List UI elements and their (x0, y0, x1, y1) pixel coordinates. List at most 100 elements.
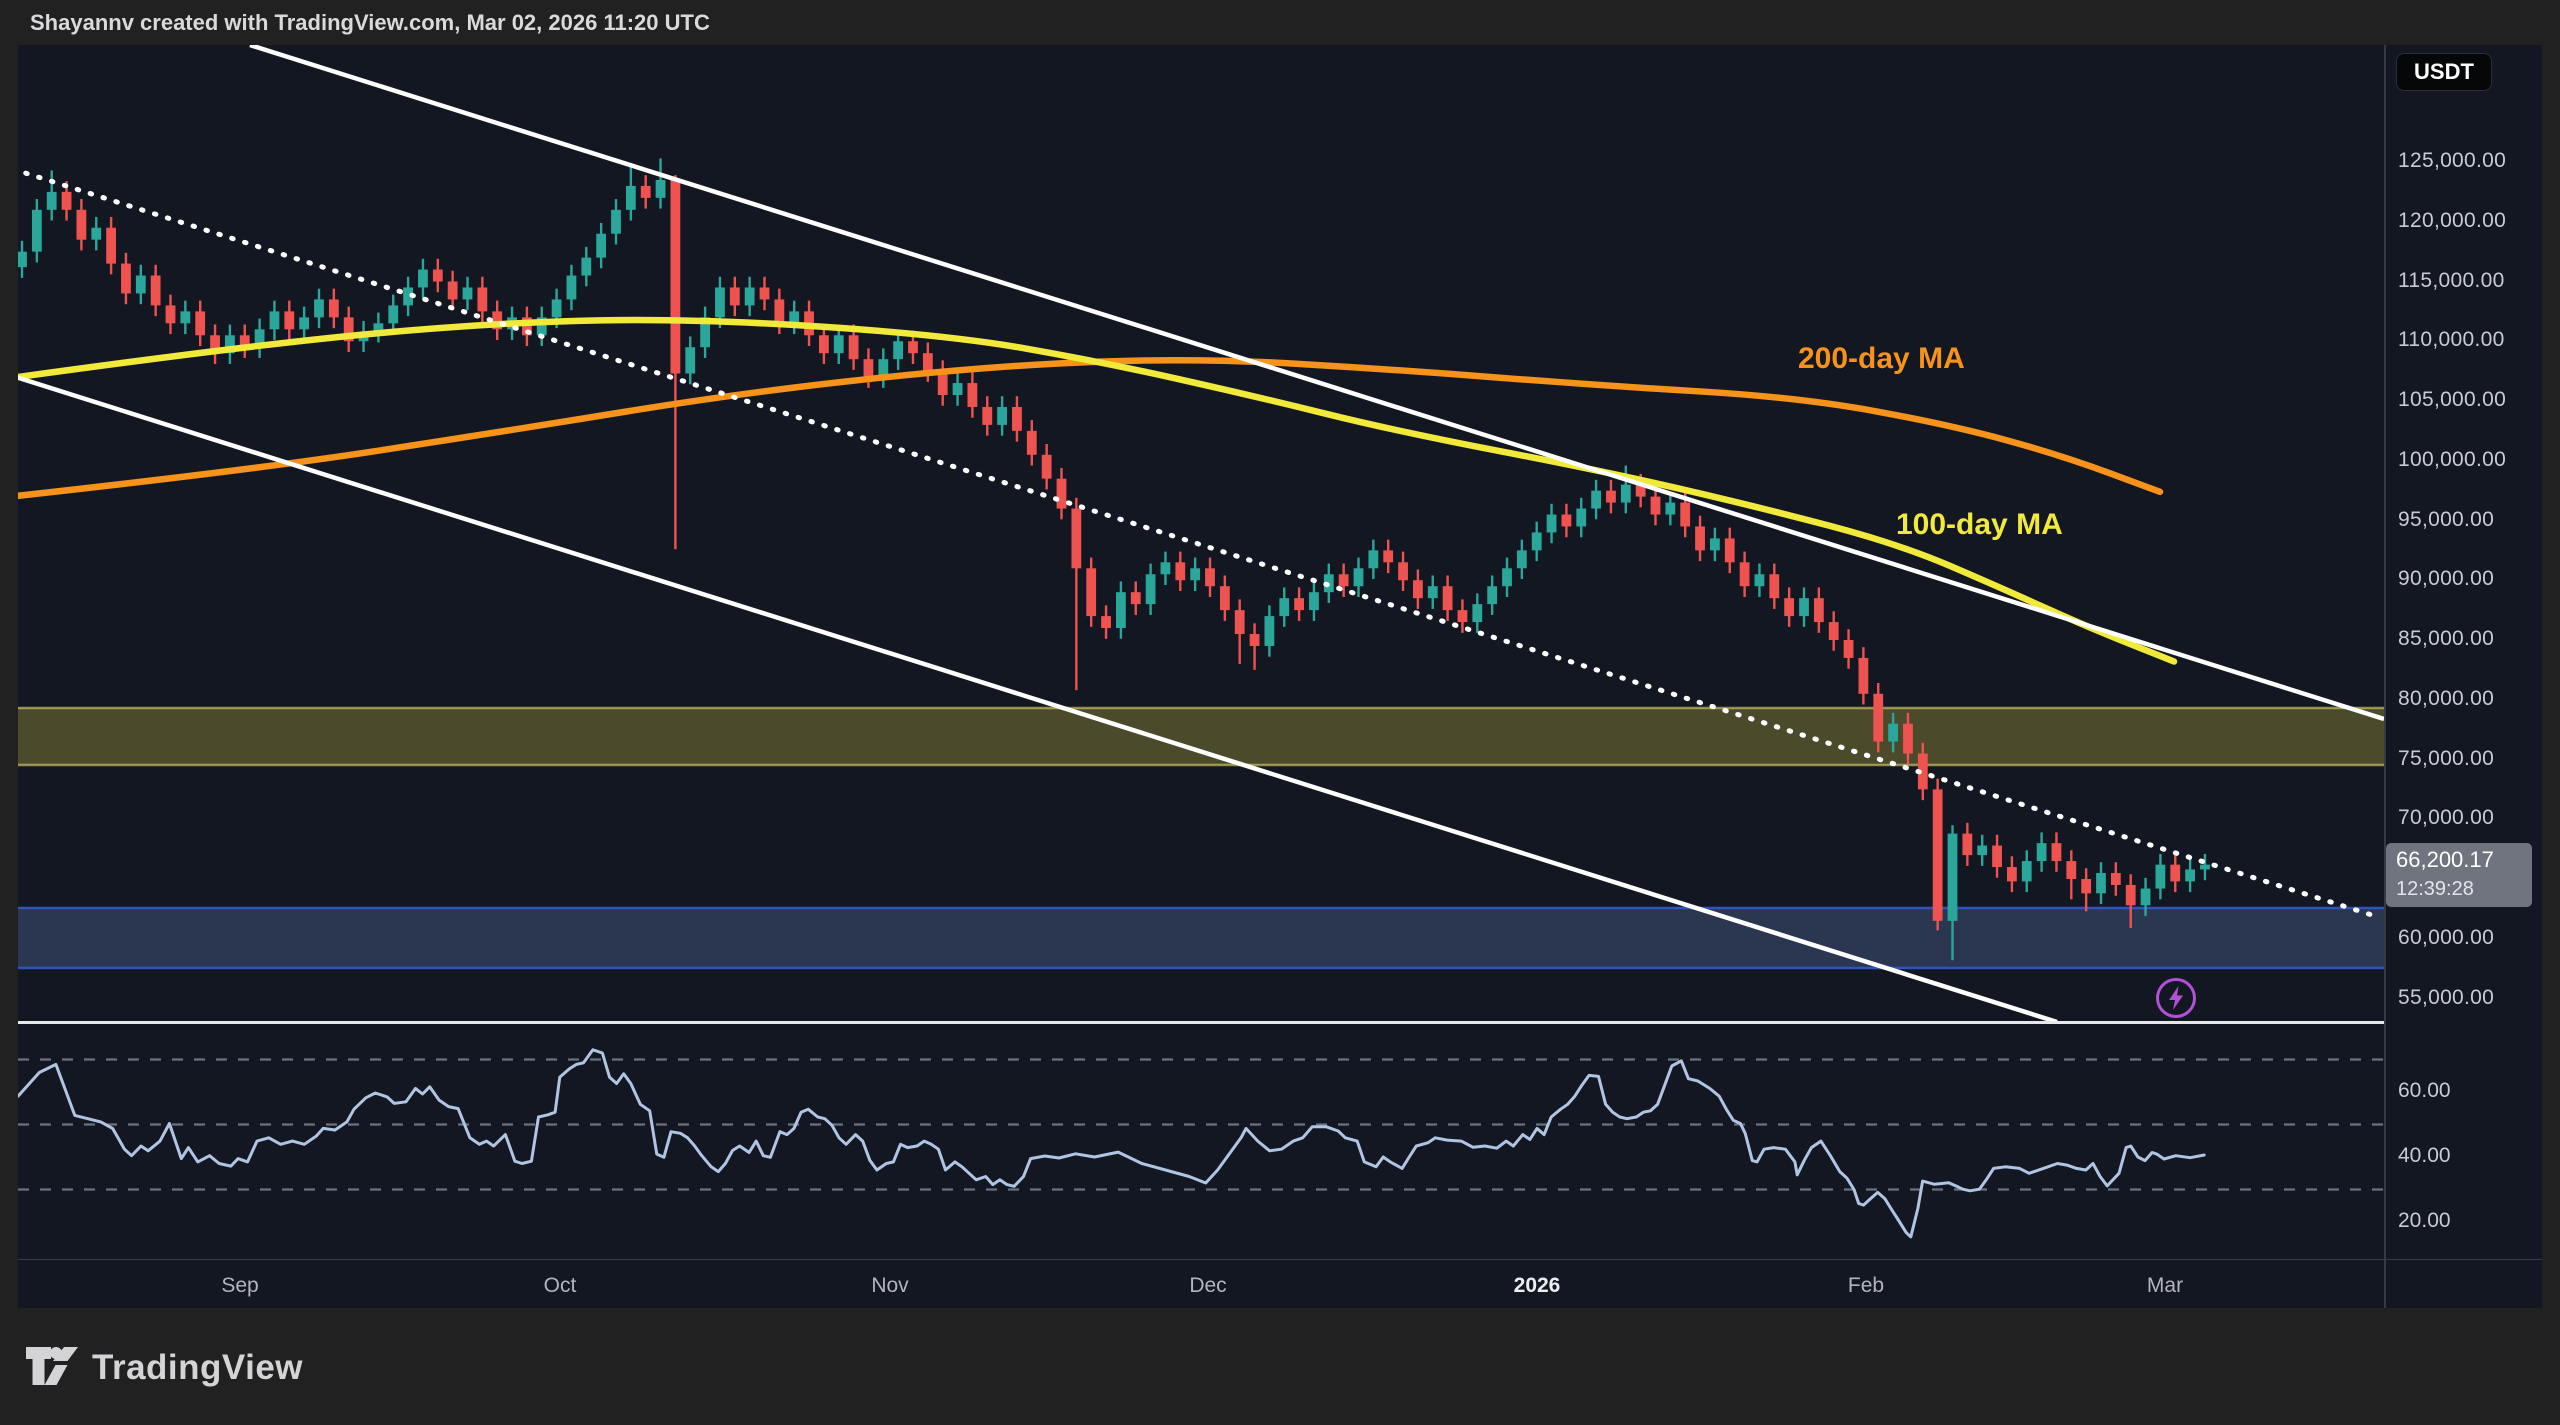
resistance-zone (18, 708, 2384, 765)
price-axis-label: 85,000.00 (2398, 627, 2495, 650)
candle (1472, 593, 1483, 633)
support-zone (18, 908, 2384, 968)
tradingview-logo-icon (26, 1347, 78, 1385)
candle (640, 175, 651, 209)
channel-lower-trendline[interactable] (18, 372, 2058, 1022)
candle (2155, 853, 2166, 900)
candle (1680, 491, 1691, 538)
candle (477, 276, 488, 323)
price-axis-label: 55,000.00 (2398, 985, 2495, 1009)
candle (1784, 587, 1795, 627)
candle (328, 288, 339, 329)
candle (1561, 503, 1572, 538)
candle (878, 348, 889, 388)
price-axis-label: 115,000.00 (2398, 268, 2505, 292)
candle (2185, 858, 2195, 893)
candle (2051, 832, 2062, 872)
price-chart[interactable] (18, 45, 2384, 1022)
price-axis-label: 100,000.00 (2398, 447, 2507, 471)
candle (1234, 599, 1245, 664)
candle (1858, 647, 1869, 705)
candle (685, 336, 696, 385)
candle (908, 330, 918, 364)
candle (239, 324, 250, 358)
candle (1546, 503, 1557, 544)
candle (997, 396, 1007, 436)
time-axis-border (18, 1259, 2542, 1260)
candle (774, 288, 785, 335)
candle (1116, 581, 1126, 639)
candle (1413, 569, 1423, 609)
candle (1635, 473, 1646, 508)
rsi-indicator-pane[interactable] (18, 1022, 2384, 1259)
candle (581, 246, 592, 287)
candle (299, 306, 310, 341)
tradingview-logo: TradingView (26, 1342, 303, 1394)
ma200-label: 200-day MA (1798, 342, 1965, 375)
candle (1012, 396, 1022, 442)
time-axis-label-2026: 2026 (1513, 1274, 1561, 1297)
candle (1947, 825, 1958, 961)
time-axis-label-mar: Mar (2146, 1274, 2184, 1297)
candle (1130, 581, 1141, 615)
candle (982, 396, 993, 436)
candle (1487, 575, 1498, 615)
candle (1932, 778, 1943, 931)
candle (1219, 575, 1230, 621)
candle (729, 276, 740, 317)
rsi-axis-label: 20.00 (2398, 1209, 2451, 1232)
candle (31, 199, 42, 263)
candle (1873, 683, 1884, 753)
candle (1398, 551, 1408, 592)
candle (2021, 850, 2032, 893)
candle (1175, 551, 1186, 592)
candle (759, 276, 770, 311)
candle (2007, 856, 2017, 893)
last-price-value: 66,200.17 (2396, 847, 2494, 872)
candle (462, 276, 473, 311)
candle (1710, 527, 1720, 562)
candle (1026, 420, 1037, 466)
candle (1383, 539, 1394, 574)
time-axis-label-nov: Nov (871, 1274, 909, 1297)
time-axis-label-oct: Oct (543, 1274, 577, 1297)
pane-separator-line[interactable] (18, 1021, 2384, 1024)
candle (1338, 563, 1349, 597)
candle (225, 324, 235, 364)
price-axis-label: 120,000.00 (2398, 208, 2507, 232)
channel-upper-trendline[interactable] (249, 45, 2384, 722)
candle (1576, 497, 1587, 538)
candle (61, 181, 72, 221)
rsi-line (18, 1048, 2206, 1239)
candle (922, 342, 933, 382)
candle (1516, 539, 1527, 580)
candle (2200, 853, 2210, 881)
rsi-axis-label: 60.00 (2398, 1079, 2451, 1102)
price-axis-border (2384, 45, 2386, 1308)
candle (403, 276, 413, 317)
candle (1724, 527, 1735, 574)
candle (522, 306, 532, 347)
channel-middle-trendline[interactable] (18, 165, 2378, 919)
candle (210, 324, 220, 364)
candle (165, 294, 176, 335)
candle (655, 158, 666, 209)
last-price-badge: 66,200.17 12:39:28 (2386, 843, 2532, 907)
candle (1249, 623, 1260, 670)
ma100-label: 100-day MA (1896, 508, 2063, 541)
candle (715, 276, 725, 329)
price-axis-label: 80,000.00 (2398, 686, 2495, 710)
candle (195, 300, 206, 347)
candle (135, 264, 146, 305)
candle (1888, 712, 1898, 753)
candle (937, 360, 948, 406)
candle (1591, 479, 1601, 520)
time-axis-label-dec: Dec (1189, 1274, 1227, 1297)
candle (1650, 485, 1661, 526)
candle (1962, 822, 1973, 866)
candle (1264, 605, 1275, 657)
candle (2081, 868, 2092, 912)
price-axis-label: 95,000.00 (2398, 507, 2495, 531)
candle (1977, 834, 1988, 866)
